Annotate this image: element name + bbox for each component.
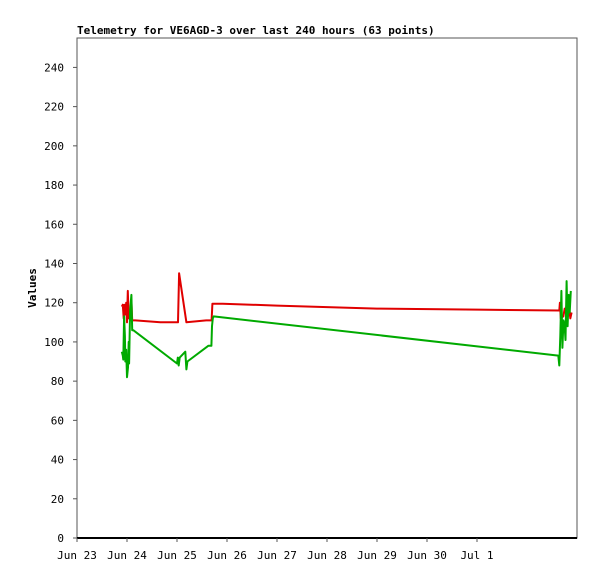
y-tick-label: 220 <box>44 101 64 114</box>
x-tick-label: Jun 28 <box>307 549 347 562</box>
y-tick-label: 140 <box>44 257 64 270</box>
x-tick-label: Jun 27 <box>257 549 297 562</box>
x-tick-label: Jun 26 <box>207 549 247 562</box>
x-tick-label: Jun 29 <box>357 549 397 562</box>
y-tick-label: 100 <box>44 336 64 349</box>
y-tick-label: 160 <box>44 218 64 231</box>
y-tick-label: 180 <box>44 179 64 192</box>
x-tick-label: Jun 24 <box>107 549 147 562</box>
y-tick-label: 40 <box>51 454 64 467</box>
series-line-2 <box>120 280 572 379</box>
y-axis-label: Values <box>26 268 39 308</box>
y-tick-label: 240 <box>44 61 64 74</box>
series-line-1 <box>120 272 573 324</box>
x-tick-label: Jul 1 <box>460 549 493 562</box>
x-tick-label: Jun 23 <box>57 549 97 562</box>
y-tick-label: 80 <box>51 375 64 388</box>
x-axis: Jun 23 Jun 24 Jun 25 Jun 26 Jun 27 Jun 28 Jun … <box>57 537 577 562</box>
y-tick-label: 60 <box>51 414 64 427</box>
series-layer <box>120 272 573 379</box>
y-tick-label: 200 <box>44 140 64 153</box>
y-axis: 0 20 40 60 80 100 120 140 160 180 200 220 240 <box>44 61 77 545</box>
x-tick-label: Jun 30 <box>407 549 447 562</box>
y-tick-label: 20 <box>51 493 64 506</box>
x-tick-label: Jun 25 <box>157 549 197 562</box>
chart-title: Telemetry for VE6AGD-3 over last 240 hou… <box>77 24 435 37</box>
y-tick-label: 120 <box>44 297 64 310</box>
y-tick-label: 0 <box>57 532 64 545</box>
